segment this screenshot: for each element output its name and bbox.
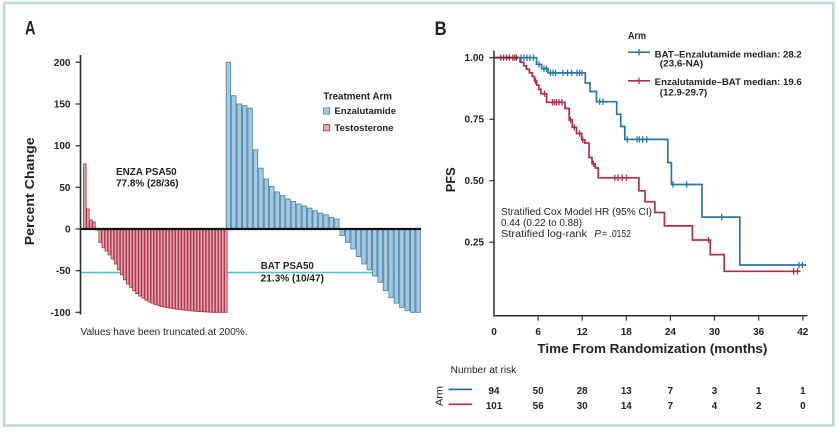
- svg-text:56: 56: [533, 401, 544, 412]
- svg-text:-100: -100: [50, 308, 70, 319]
- svg-text:24: 24: [665, 327, 677, 338]
- svg-text:P: P: [594, 229, 601, 240]
- svg-text:Stratified Cox Model HR (95% C: Stratified Cox Model HR (95% CI): [501, 207, 652, 218]
- svg-text:Treatment Arm: Treatment Arm: [323, 92, 392, 103]
- svg-text:150: 150: [54, 99, 71, 110]
- svg-text:0: 0: [65, 225, 71, 236]
- svg-text:0: 0: [491, 327, 497, 338]
- svg-text:Testosterone: Testosterone: [335, 123, 394, 134]
- svg-text:0: 0: [800, 401, 806, 412]
- svg-text:50: 50: [533, 386, 544, 397]
- svg-text:28: 28: [577, 386, 588, 397]
- svg-text:Enzalutamide: Enzalutamide: [335, 106, 397, 117]
- svg-text:50: 50: [59, 183, 71, 194]
- svg-text:A: A: [25, 19, 36, 40]
- svg-text:101: 101: [486, 401, 503, 412]
- svg-text:42: 42: [797, 327, 809, 338]
- svg-text:30: 30: [577, 401, 588, 412]
- svg-text:14: 14: [621, 401, 632, 412]
- svg-text:0.44 (0.22 to 0.88): 0.44 (0.22 to 0.88): [501, 218, 582, 229]
- svg-text:3: 3: [712, 386, 718, 397]
- svg-text:PFS: PFS: [443, 167, 458, 192]
- svg-text:13: 13: [621, 386, 632, 397]
- svg-text:BAT–Enzalutamide median: 28.2: BAT–Enzalutamide median: 28.2: [655, 49, 802, 60]
- svg-text:Time From Randomization (month: Time From Randomization (months): [537, 341, 767, 356]
- svg-text:= .0152: = .0152: [602, 229, 631, 240]
- svg-text:0.50: 0.50: [465, 176, 485, 187]
- svg-text:1.00: 1.00: [465, 53, 485, 64]
- svg-text:Arm: Arm: [433, 386, 445, 406]
- svg-text:Values have been truncated at: Values have been truncated at 200%.: [81, 327, 248, 338]
- svg-text:1: 1: [800, 386, 806, 397]
- svg-text:200: 200: [54, 58, 71, 69]
- svg-text:0.75: 0.75: [465, 115, 485, 126]
- svg-text:1: 1: [756, 386, 762, 397]
- svg-text:94: 94: [489, 386, 500, 397]
- svg-text:12: 12: [577, 327, 589, 338]
- svg-text:(23.6-NA): (23.6-NA): [660, 58, 703, 69]
- svg-text:4: 4: [712, 401, 718, 412]
- svg-text:6: 6: [535, 327, 541, 338]
- svg-text:Stratified log-rank: Stratified log-rank: [501, 229, 588, 240]
- svg-text:(12.9-29.7): (12.9-29.7): [660, 87, 708, 98]
- svg-text:2: 2: [756, 401, 762, 412]
- svg-text:21.3% (10/47): 21.3% (10/47): [261, 274, 324, 285]
- svg-text:18: 18: [621, 327, 633, 338]
- svg-text:100: 100: [54, 141, 71, 152]
- svg-text:77.8% (28/36): 77.8% (28/36): [116, 179, 179, 190]
- svg-text:7: 7: [668, 401, 674, 412]
- svg-text:7: 7: [668, 386, 674, 397]
- svg-text:Enzalutamide–BAT median: 19.6: Enzalutamide–BAT median: 19.6: [655, 77, 802, 88]
- svg-text:Arm: Arm: [628, 31, 646, 42]
- svg-text:Number at risk: Number at risk: [451, 365, 517, 376]
- svg-text:-50: -50: [56, 266, 71, 277]
- svg-text:30: 30: [709, 327, 721, 338]
- svg-text:36: 36: [753, 327, 765, 338]
- svg-text:BAT PSA50: BAT PSA50: [261, 261, 315, 272]
- svg-text:B: B: [435, 19, 447, 40]
- svg-text:0.25: 0.25: [465, 238, 485, 249]
- svg-text:Percent Change: Percent Change: [22, 137, 37, 245]
- svg-text:ENZA PSA50: ENZA PSA50: [116, 167, 177, 178]
